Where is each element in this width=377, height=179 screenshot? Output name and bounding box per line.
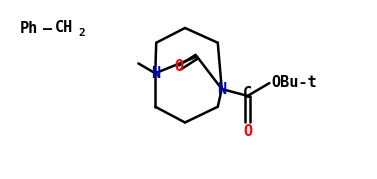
Text: C: C [243, 86, 252, 101]
Text: O: O [243, 124, 252, 139]
Text: N: N [151, 66, 160, 81]
Text: N: N [217, 81, 226, 96]
Text: —: — [43, 21, 52, 37]
Text: CH: CH [55, 20, 73, 35]
Text: O: O [175, 59, 184, 74]
Text: OBu-t: OBu-t [271, 75, 317, 90]
Text: 2: 2 [79, 28, 86, 38]
Text: Ph: Ph [19, 21, 37, 37]
